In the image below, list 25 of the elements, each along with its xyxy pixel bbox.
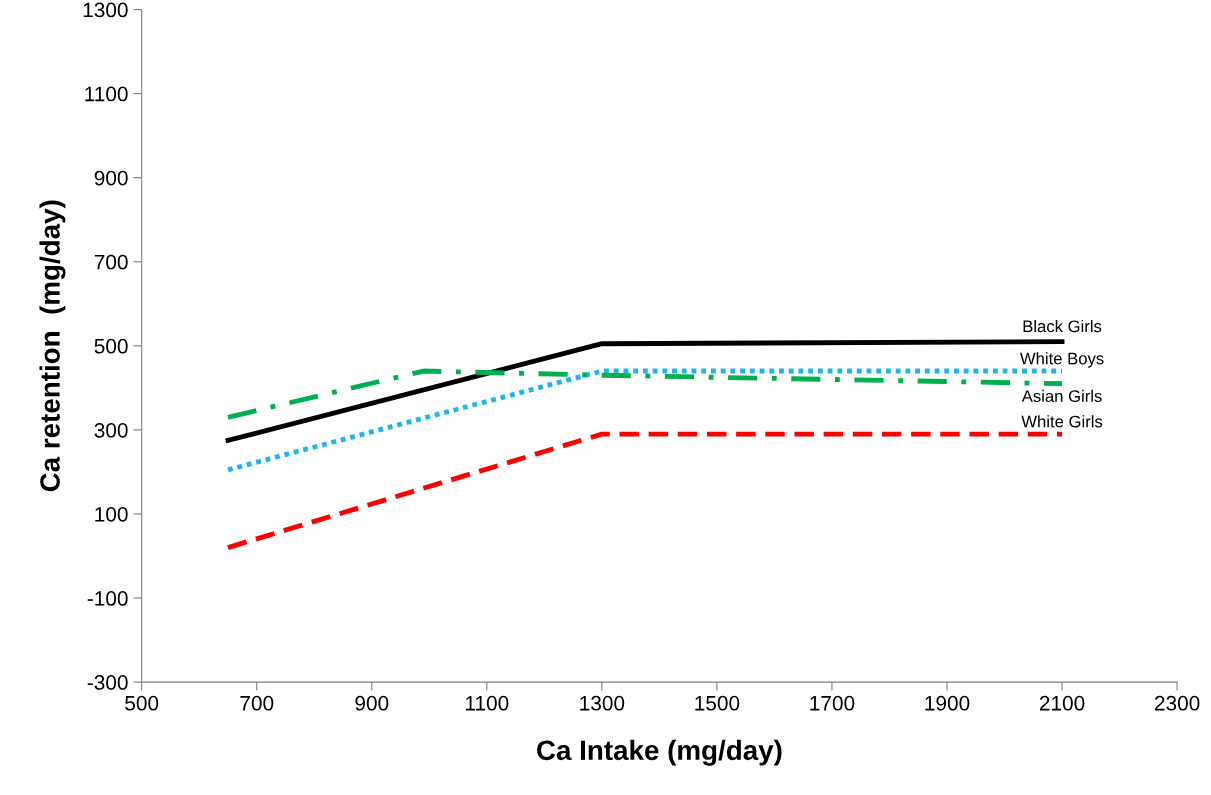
y-tick-label: -300 bbox=[87, 675, 128, 690]
y-tick-label: 1100 bbox=[85, 86, 128, 102]
y-tick-label: 300 bbox=[94, 422, 128, 438]
y-axis-title: Ca retention (mg/day) bbox=[39, 200, 66, 492]
series-label: White Girls bbox=[1021, 415, 1103, 428]
x-tick-label: 2100 bbox=[1039, 695, 1085, 711]
y-tick-label: 900 bbox=[94, 170, 128, 186]
y-tick-label: 700 bbox=[94, 254, 128, 270]
x-tick-label: 500 bbox=[125, 695, 159, 711]
y-tick-label: -100 bbox=[87, 591, 128, 606]
x-tick-label: 2300 bbox=[1154, 695, 1200, 711]
x-tick-label: 900 bbox=[355, 695, 389, 711]
x-tick-label: 1900 bbox=[925, 695, 970, 711]
x-tick-label: 1700 bbox=[810, 695, 855, 711]
x-tick-label: 700 bbox=[240, 695, 274, 711]
y-tick-label: 500 bbox=[94, 338, 128, 354]
series-label: Black Girls bbox=[1023, 319, 1102, 333]
series-label: Asian Girls bbox=[1021, 389, 1102, 403]
x-axis-title: Ca Intake (mg/day) bbox=[537, 739, 782, 766]
series-label: White Boys bbox=[1019, 352, 1104, 368]
x-tick-label: 1500 bbox=[695, 695, 740, 711]
y-tick-label: 1300 bbox=[83, 2, 128, 18]
y-tick-label: 100 bbox=[95, 506, 128, 522]
x-tick-label: 1100 bbox=[466, 695, 509, 711]
x-tick-label: 1300 bbox=[580, 695, 625, 711]
